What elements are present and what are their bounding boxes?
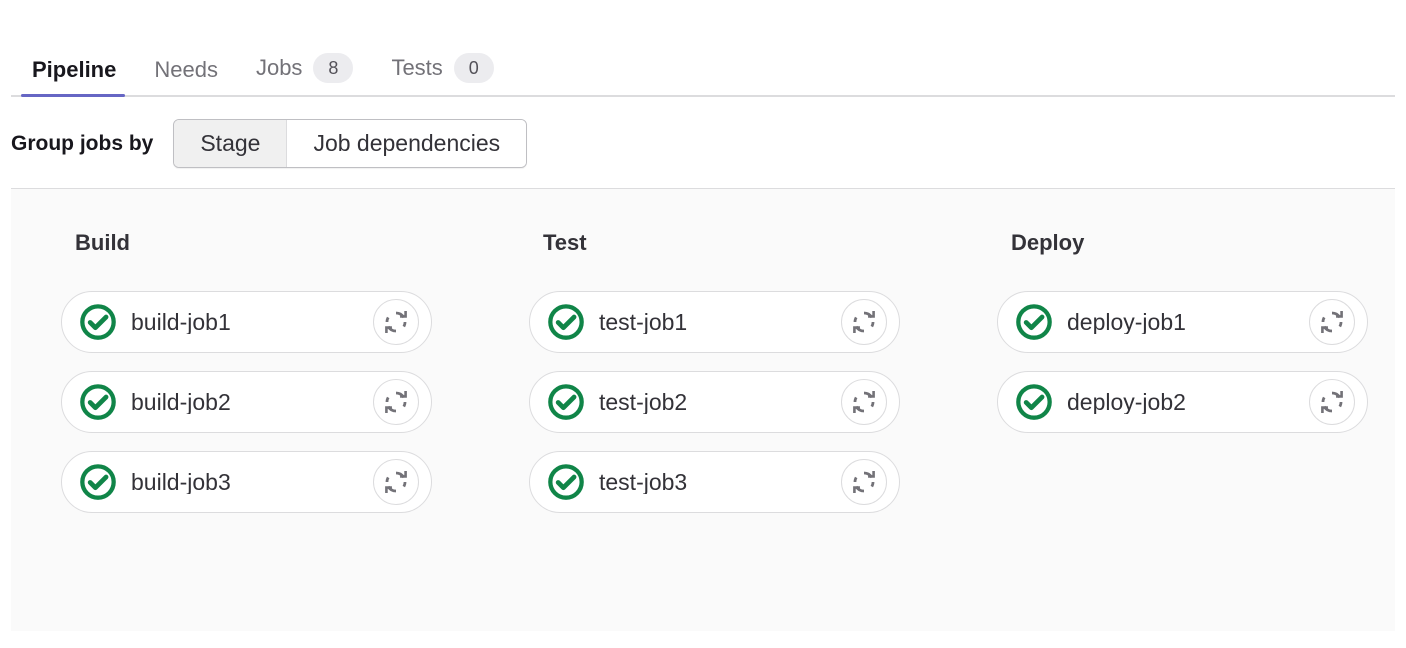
retry-icon: [853, 470, 875, 494]
job-status-icon: [1015, 383, 1053, 421]
tab-list: Pipeline Needs Jobs 8 Tests 0: [11, 53, 513, 97]
group-jobs-by-bar: Group jobs by Stage Job dependencies: [0, 97, 1406, 188]
tab-label: Needs: [154, 57, 218, 82]
stage-title: Deploy: [1011, 230, 1085, 255]
job-pill[interactable]: build-job2: [61, 371, 432, 433]
tab-tests[interactable]: Tests 0: [372, 53, 512, 97]
job-name: test-job2: [599, 390, 688, 414]
pipeline-graph: Build build-job1 build-job2 build-job3 Test t…: [11, 188, 1395, 631]
job-status-icon: [79, 463, 117, 501]
retry-job-button[interactable]: [1309, 379, 1355, 425]
status-success-icon: [1016, 304, 1052, 340]
job-status-icon: [1015, 303, 1053, 341]
job-pill[interactable]: test-job1: [529, 291, 900, 353]
stage-title: Build: [75, 230, 130, 255]
job-status-icon: [547, 463, 585, 501]
job-name: deploy-job2: [1067, 390, 1186, 414]
retry-job-button[interactable]: [841, 379, 887, 425]
tab-label: Pipeline: [32, 57, 117, 82]
status-success-icon: [80, 464, 116, 500]
job-name: test-job1: [599, 310, 688, 334]
group-by-stage-button[interactable]: Stage: [174, 120, 287, 167]
retry-job-button[interactable]: [1309, 299, 1355, 345]
status-success-icon: [548, 304, 584, 340]
retry-icon: [853, 310, 875, 334]
job-name: test-job3: [599, 470, 688, 494]
retry-icon: [385, 470, 407, 494]
job-name: build-job3: [131, 470, 231, 494]
pipeline-tabbar: Pipeline Needs Jobs 8 Tests 0: [0, 0, 1406, 97]
stage-column: Deploy deploy-job1 deploy-job2: [947, 230, 1395, 433]
retry-icon: [853, 390, 875, 414]
retry-job-button[interactable]: [841, 299, 887, 345]
job-pill[interactable]: build-job1: [61, 291, 432, 353]
job-pill[interactable]: build-job3: [61, 451, 432, 513]
status-success-icon: [80, 304, 116, 340]
job-pill[interactable]: test-job2: [529, 371, 900, 433]
tab-needs[interactable]: Needs: [135, 57, 237, 97]
job-list: test-job1 test-job2 test-job3: [479, 291, 947, 513]
tab-jobs[interactable]: Jobs 8: [237, 53, 372, 97]
job-pill[interactable]: deploy-job2: [997, 371, 1368, 433]
group-jobs-by-label: Group jobs by: [11, 131, 154, 155]
status-success-icon: [548, 384, 584, 420]
job-pill[interactable]: test-job3: [529, 451, 900, 513]
job-status-icon: [79, 383, 117, 421]
group-jobs-by-toggle: Stage Job dependencies: [173, 119, 528, 168]
retry-job-button[interactable]: [373, 379, 419, 425]
retry-icon: [385, 390, 407, 414]
status-success-icon: [80, 384, 116, 420]
retry-icon: [385, 310, 407, 334]
job-status-icon: [547, 383, 585, 421]
retry-job-button[interactable]: [373, 459, 419, 505]
tab-badge-count: 0: [453, 53, 494, 83]
stage-column: Build build-job1 build-job2 build-job3: [11, 230, 479, 513]
tab-label: Jobs: [255, 55, 303, 80]
job-list: deploy-job1 deploy-job2: [947, 291, 1395, 433]
tab-pipeline[interactable]: Pipeline: [11, 57, 135, 97]
status-success-icon: [548, 464, 584, 500]
stage-title: Test: [543, 230, 587, 255]
job-status-icon: [547, 303, 585, 341]
job-name: build-job1: [131, 310, 231, 334]
tab-badge-count: 8: [313, 53, 354, 83]
stage-column: Test test-job1 test-job2 test-job3: [479, 230, 947, 513]
retry-job-button[interactable]: [373, 299, 419, 345]
tab-label: Tests: [391, 55, 443, 80]
retry-icon: [1321, 310, 1343, 334]
group-by-job-dependencies-button[interactable]: Job dependencies: [286, 120, 527, 167]
retry-icon: [1321, 390, 1343, 414]
job-list: build-job1 build-job2 build-job3: [11, 291, 479, 513]
job-status-icon: [79, 303, 117, 341]
retry-job-button[interactable]: [841, 459, 887, 505]
status-success-icon: [1016, 384, 1052, 420]
job-name: build-job2: [131, 390, 231, 414]
job-name: deploy-job1: [1067, 310, 1186, 334]
stage-columns: Build build-job1 build-job2 build-job3 Test t…: [11, 230, 1395, 513]
job-pill[interactable]: deploy-job1: [997, 291, 1368, 353]
